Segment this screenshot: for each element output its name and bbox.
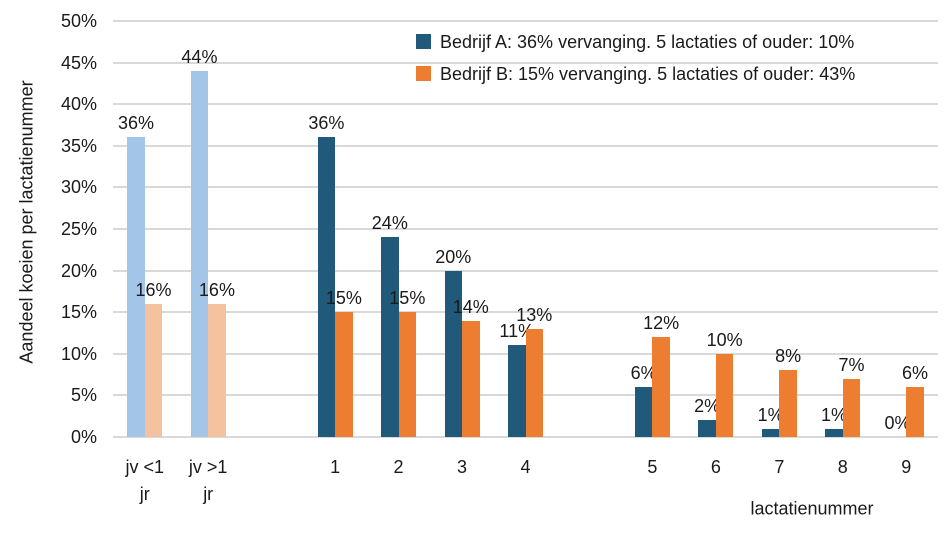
x-tick-label: 7 [774,457,785,477]
gridline [113,436,938,438]
bar-series-b [208,303,226,437]
x-tick-label: 5 [647,457,658,477]
y-tick-label: 50% [60,11,97,31]
data-label: 15% [389,288,426,309]
x-tick-label: 3 [457,457,468,477]
x-tick-label: jv >1 [188,457,228,477]
bar-series-a [190,70,209,437]
data-label: 13% [516,304,553,325]
x-tick-label: jv <1 [125,457,164,477]
bar-series-b [779,370,797,437]
bar-series-a [444,270,463,437]
data-label: 10% [706,329,743,350]
data-label: 0% [884,413,911,433]
data-label: 16% [135,279,172,300]
y-tick-label: 15% [60,302,97,323]
bar-series-b [144,303,163,437]
gridline [113,311,938,314]
bar-series-a [381,237,399,437]
legend-item: Bedrijf A: 36% vervanging. 5 lactaties o… [416,31,854,53]
gridline [113,103,938,106]
x-tick-label: 9 [901,457,912,477]
data-label: 44% [181,46,218,67]
gridline [113,228,938,230]
data-label: 1% [757,404,784,425]
data-label: 15% [325,288,362,309]
data-label: 20% [435,246,472,267]
bar-series-a [127,137,145,437]
data-label: 6% [902,363,929,384]
y-tick-label: 20% [60,260,97,281]
legend-swatch-icon [416,66,431,81]
x-axis-title: lactatienummer [750,498,874,519]
y-tick-label: 30% [60,177,97,198]
x-tick-label: 4 [520,457,531,477]
bar-series-b [652,337,670,437]
bar-series-b [335,312,353,437]
data-label: 24% [371,213,408,234]
x-tick-label: 6 [710,457,721,477]
bar-series-b [715,353,734,437]
x-tick-label: 1 [330,457,341,477]
gridline [113,144,938,147]
data-label: 14% [452,296,489,317]
bar-series-a [761,428,780,437]
data-label: 7% [838,354,865,375]
bar-series-b [525,328,543,437]
x-tick-label: 8 [837,457,848,477]
x-tick-label: jr [139,484,150,504]
gridline [113,269,938,272]
y-tick-label: 0% [70,427,97,447]
bar-series-b [462,320,480,437]
data-label: 1% [821,404,848,425]
y-tick-label: 35% [60,135,97,156]
bar-series-a [508,345,526,437]
data-label: 36% [117,113,154,134]
x-tick-label: 2 [393,457,404,477]
legend-label: Bedrijf A: 36% vervanging. 5 lactaties o… [440,32,855,52]
legend-label: Bedrijf B: 15% vervanging. 5 lactaties o… [440,64,856,84]
bar-series-a [825,428,843,437]
data-label: 12% [643,313,680,334]
legend-item: Bedrijf B: 15% vervanging. 5 lactaties o… [416,63,855,85]
data-label: 36% [308,113,345,134]
y-tick-label: 10% [60,343,97,364]
y-tick-label: 40% [60,94,97,115]
data-label: 11% [499,321,535,342]
gridline [113,20,938,22]
gridline [113,186,938,189]
y-tick-label: 45% [60,52,97,73]
legend-swatch-icon [416,34,431,49]
bar-series-b [398,312,417,437]
data-label: 2% [694,396,721,417]
y-tick-label: 5% [70,385,97,406]
gridline [113,61,938,64]
bar-series-a [698,420,716,437]
bar-series-b [906,387,924,437]
bar-series-a [317,137,336,437]
bar-series-a [634,387,653,437]
data-label: 8% [775,346,802,367]
data-label: 16% [198,279,235,300]
bar-series-b [842,378,861,437]
y-tick-label: 25% [60,219,97,239]
x-tick-label: jr [203,484,214,504]
data-label: 6% [630,363,657,384]
